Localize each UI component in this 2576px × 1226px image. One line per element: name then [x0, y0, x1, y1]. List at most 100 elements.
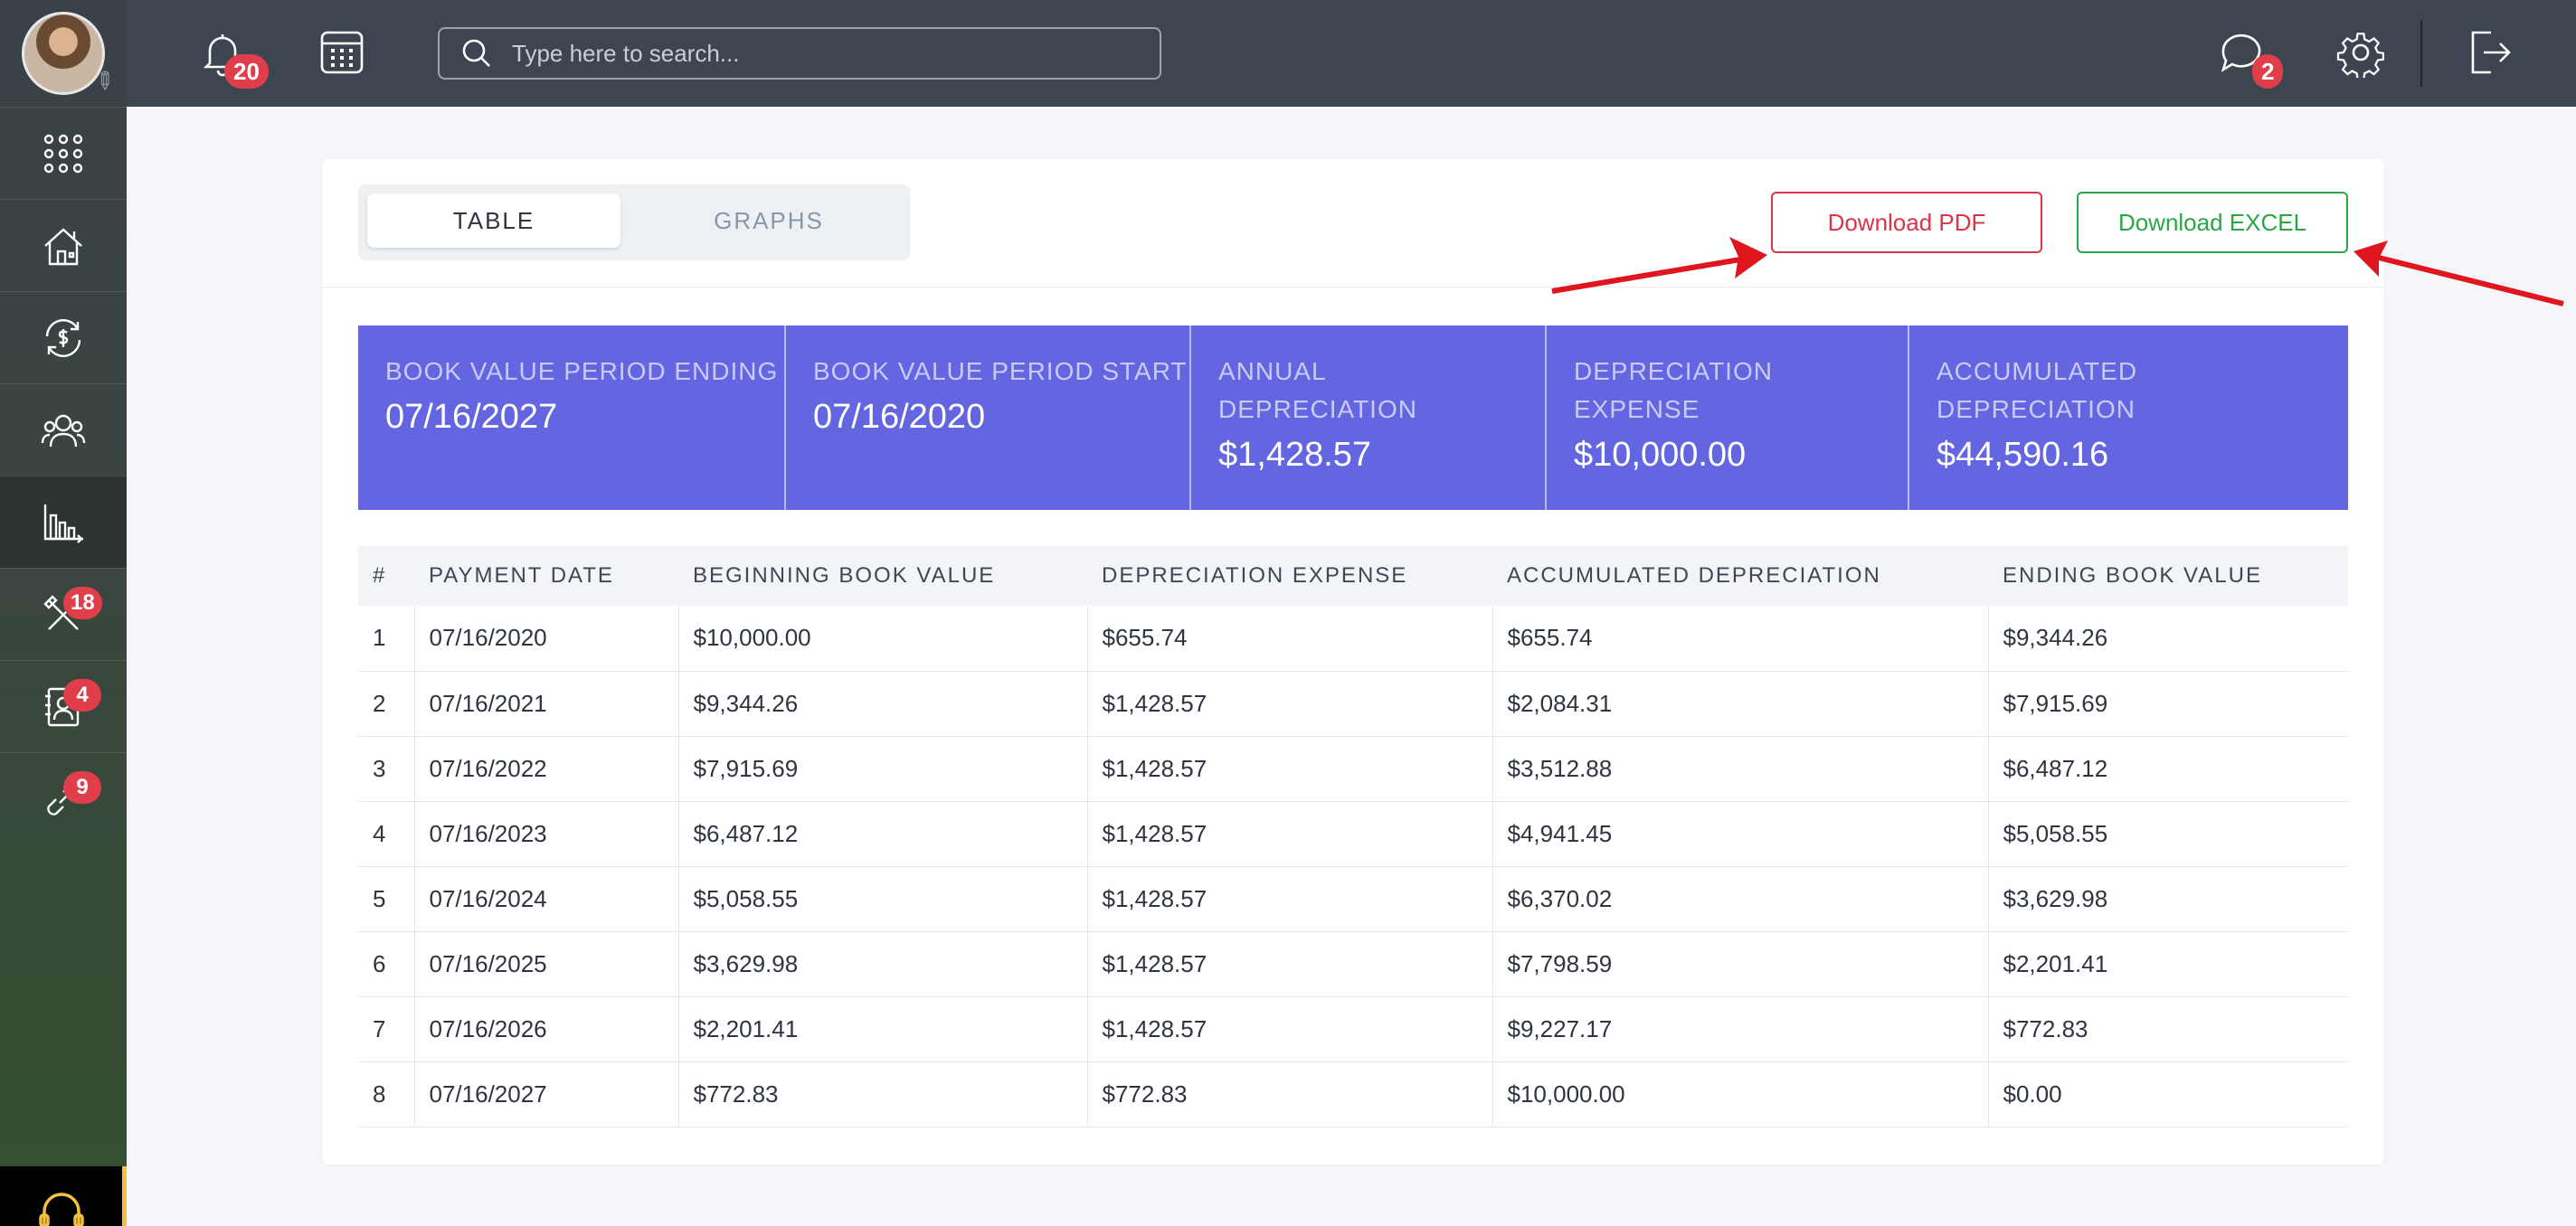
sidebar-item-properties[interactable] [0, 199, 127, 291]
table-row: 5 07/16/2024 $5,058.55 $1,428.57 $6,370.02 $3… [358, 866, 2348, 932]
sidebar-item-links[interactable]: 9 [0, 752, 127, 844]
avatar-image [22, 12, 105, 95]
sidebar-item-finance[interactable] [0, 291, 127, 383]
table-row: 2 07/16/2021 $9,344.26 $1,428.57 $2,084.31 $7… [358, 671, 2348, 737]
table-cell: $7,915.69 [1988, 671, 2348, 737]
table-cell: 3 [358, 736, 415, 802]
house-icon [44, 227, 82, 265]
summary-period-start: BOOK VALUE PERIOD START 07/16/2020 [786, 325, 1191, 510]
table-cell: $4,941.45 [1492, 801, 1989, 867]
search-input[interactable] [512, 39, 1145, 68]
chat-bubble-icon [2221, 34, 2261, 72]
grid-dots-icon [43, 134, 83, 173]
download-excel-button[interactable]: Download EXCEL [2077, 192, 2348, 253]
table-cell: 07/16/2024 [414, 866, 679, 932]
tools-badge: 18 [63, 587, 102, 619]
gear-icon [2336, 33, 2385, 80]
download-pdf-button[interactable]: Download PDF [1771, 192, 2042, 253]
tab-graphs[interactable]: GRAPHS [714, 207, 824, 234]
table-cell: $772.83 [1087, 1061, 1493, 1127]
card-header: TABLE GRAPHS Download PDF Download EXCEL [322, 159, 2384, 288]
sidebar-item-contacts[interactable]: 4 [0, 660, 127, 752]
table-cell: $1,428.57 [1087, 931, 1493, 997]
summary-value: $1,428.57 [1218, 436, 1372, 474]
view-tabs: TABLE GRAPHS [358, 184, 910, 260]
table-cell: $9,344.26 [1988, 606, 2348, 672]
topbar-divider [2420, 20, 2422, 87]
table-cell: 07/16/2027 [414, 1061, 679, 1127]
table-cell: $772.83 [678, 1061, 1088, 1127]
sidebar-item-reports[interactable] [0, 476, 127, 568]
table-cell: 07/16/2023 [414, 801, 679, 867]
summary-label: BOOK VALUE PERIOD ENDING [385, 357, 779, 385]
table-cell: $9,344.26 [678, 671, 1088, 737]
table-cell: 07/16/2020 [414, 606, 679, 672]
bar-chart-icon [43, 504, 83, 543]
calendar-button[interactable] [317, 27, 367, 78]
settings-button[interactable] [2335, 27, 2386, 80]
search-bar[interactable] [438, 27, 1161, 80]
summary-label: ACCUMULATED DEPRECIATION [1937, 357, 2138, 423]
table-body: 1 07/16/2020 $10,000.00 $655.74 $655.74 $9,34… [358, 606, 2348, 1127]
table-header-cell: # [358, 546, 414, 606]
table-cell: $2,201.41 [678, 996, 1088, 1062]
table-cell: 6 [358, 931, 415, 997]
table-row: 7 07/16/2026 $2,201.41 $1,428.57 $9,227.17 $7… [358, 996, 2348, 1062]
table-cell: $655.74 [1087, 606, 1493, 672]
summary-value: 07/16/2027 [385, 398, 558, 436]
table-cell: 7 [358, 996, 415, 1062]
table-cell: 07/16/2022 [414, 736, 679, 802]
table-cell: $3,512.88 [1492, 736, 1989, 802]
summary-label: ANNUAL DEPRECIATION [1218, 357, 1417, 423]
summary-banner: BOOK VALUE PERIOD ENDING 07/16/2027 BOOK… [358, 325, 2348, 510]
table-cell: $0.00 [1988, 1061, 2348, 1127]
sidebar-item-tools[interactable]: 18 [0, 568, 127, 660]
messages-button[interactable] [2216, 27, 2267, 78]
table-cell: $1,428.57 [1087, 801, 1493, 867]
notifications-badge: 20 [224, 54, 269, 89]
contacts-badge: 4 [63, 679, 101, 712]
tab-table[interactable]: TABLE [367, 193, 620, 248]
table-header-cell: ACCUMULATED DEPRECIATION [1492, 546, 1988, 606]
summary-annual-depreciation: ANNUAL DEPRECIATION $1,428.57 [1191, 325, 1547, 510]
topbar: 20 2 [127, 0, 2576, 107]
table-cell: $5,058.55 [678, 866, 1088, 932]
table-cell: 07/16/2025 [414, 931, 679, 997]
summary-period-ending: BOOK VALUE PERIOD ENDING 07/16/2027 [358, 325, 786, 510]
table-cell: 1 [358, 606, 415, 672]
table-cell: $1,428.57 [1087, 866, 1493, 932]
table-header-cell: ENDING BOOK VALUE [1988, 546, 2348, 606]
table-header-cell: BEGINNING BOOK VALUE [678, 546, 1087, 606]
table-header-row: # PAYMENT DATE BEGINNING BOOK VALUE DEPRECI… [358, 546, 2348, 606]
table-cell: $7,798.59 [1492, 931, 1989, 997]
table-row: 8 07/16/2027 $772.83 $772.83 $10,000.00 $0.00 [358, 1061, 2348, 1127]
table-cell: $655.74 [1492, 606, 1989, 672]
arrow-to-excel-icon [2353, 240, 2564, 306]
table-cell: $6,487.12 [1988, 736, 2348, 802]
sidebar-item-people[interactable] [0, 383, 127, 476]
summary-accumulated-depreciation: ACCUMULATED DEPRECIATION $44,590.16 [1909, 325, 2348, 510]
table-row: 4 07/16/2023 $6,487.12 $1,428.57 $4,941.45 $5… [358, 801, 2348, 867]
sidebar-item-apps[interactable] [0, 107, 127, 199]
search-icon [462, 39, 490, 67]
table-header-cell: PAYMENT DATE [414, 546, 678, 606]
summary-value: $10,000.00 [1574, 436, 1747, 474]
table-cell: $1,428.57 [1087, 671, 1493, 737]
table-cell: $2,084.31 [1492, 671, 1989, 737]
links-badge: 9 [63, 771, 101, 804]
table-row: 6 07/16/2025 $3,629.98 $1,428.57 $7,798.59 $2… [358, 931, 2348, 997]
user-avatar[interactable]: ✎ [0, 0, 127, 107]
table-cell: $772.83 [1988, 996, 2348, 1062]
table-cell: $9,227.17 [1492, 996, 1989, 1062]
logout-button[interactable] [2464, 27, 2514, 78]
summary-label: BOOK VALUE PERIOD START [813, 357, 1188, 385]
table-cell: $3,629.98 [1988, 866, 2348, 932]
table-cell: 2 [358, 671, 415, 737]
support-button[interactable] [0, 1166, 127, 1226]
table-cell: $6,487.12 [678, 801, 1088, 867]
table-cell: $5,058.55 [1988, 801, 2348, 867]
logout-icon [2471, 31, 2511, 74]
table-cell: $6,370.02 [1492, 866, 1989, 932]
table-cell: $10,000.00 [1492, 1061, 1989, 1127]
table-row: 1 07/16/2020 $10,000.00 $655.74 $655.74 $9,34… [358, 606, 2348, 672]
